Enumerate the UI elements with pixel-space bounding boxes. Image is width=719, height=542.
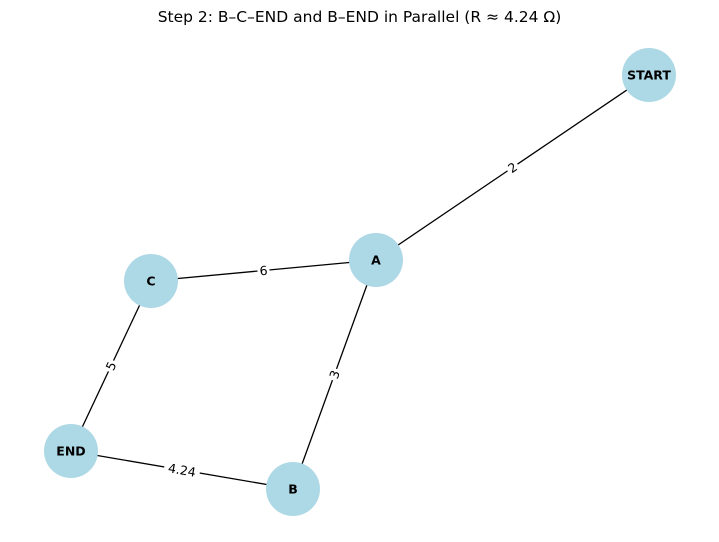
node-end: END [44, 424, 98, 478]
node-label: B [288, 482, 298, 497]
edge-label-background [162, 459, 202, 481]
edge-label-background [324, 366, 345, 383]
node-circle [124, 254, 178, 308]
edge-label: 6 [259, 263, 268, 279]
edge-label: 4.24 [167, 460, 197, 479]
edge-label-group-end-b: 4.24 [162, 459, 202, 481]
edge-labels-layer: 2 6 3 5 4.24 [101, 157, 522, 481]
node-label: START [627, 68, 671, 83]
edge-label-group-c-end: 5 [101, 357, 121, 375]
node-b: B [266, 462, 320, 516]
edge-label-background [256, 261, 271, 280]
node-label: END [56, 444, 85, 459]
node-start: START [622, 48, 676, 102]
node-circle [44, 424, 98, 478]
edge-label-group-a-b: 3 [324, 366, 345, 383]
node-circle [349, 233, 403, 287]
node-c: C [124, 254, 178, 308]
edge-label-group-start-a: 2 [503, 157, 522, 178]
edge-label-group-a-c: 6 [256, 261, 271, 280]
edge-label-background [101, 357, 121, 375]
node-circle [266, 462, 320, 516]
node-a: A [349, 233, 403, 287]
node-label: A [371, 253, 381, 268]
node-label: C [146, 274, 155, 289]
node-circle [622, 48, 676, 102]
edge-label-background [503, 157, 522, 178]
nodes-layer: START A B C END [44, 48, 676, 516]
diagram-title: Step 2: B–C–END and B–END in Parallel (R… [157, 8, 562, 26]
